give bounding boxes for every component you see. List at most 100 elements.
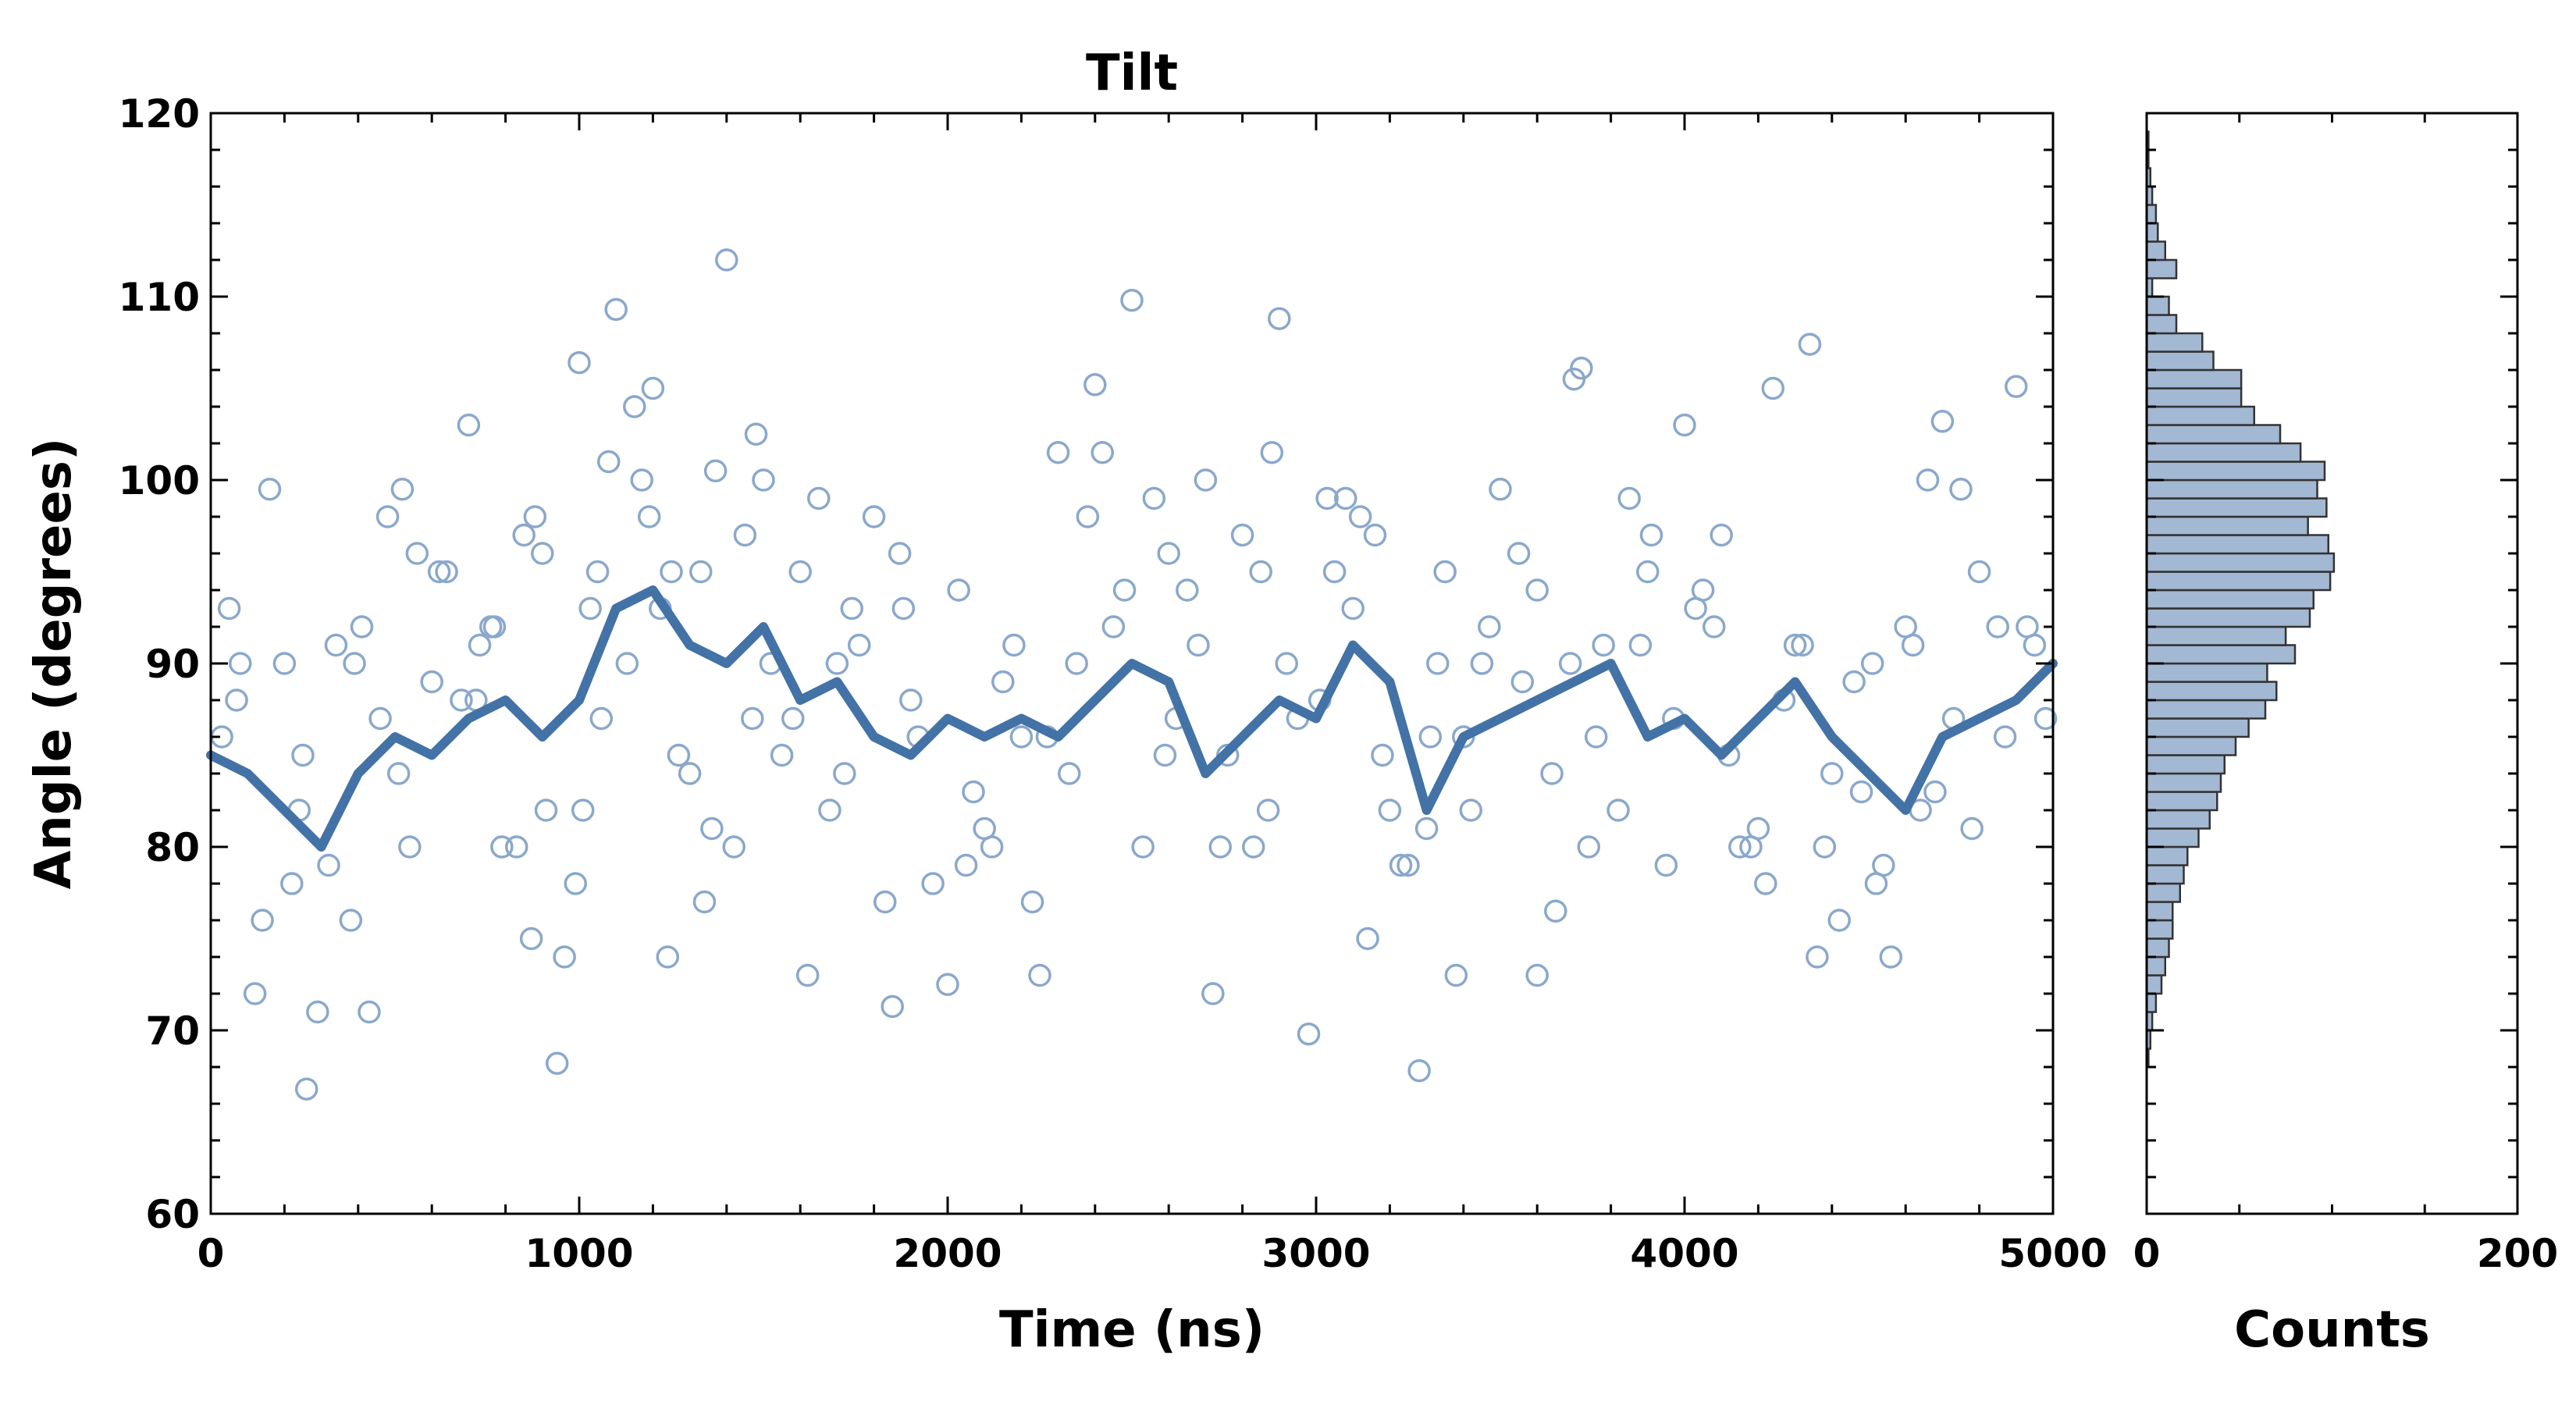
scatter-point (490, 835, 514, 859)
scatter-point (350, 615, 374, 638)
scatter-point (1986, 615, 2009, 638)
scatter-point (1507, 542, 1531, 565)
scatter-point (921, 872, 945, 895)
scatter-point (339, 909, 363, 932)
scatter-point (1478, 615, 1501, 638)
scatter-point (1827, 909, 1851, 932)
histogram-bar (2145, 827, 2200, 848)
scatter-point (420, 670, 443, 694)
histogram-bar (2145, 478, 2318, 500)
scatter-point (741, 706, 764, 731)
scatter-point (807, 486, 831, 510)
scatter-point (1046, 441, 1070, 464)
scatter-point (306, 1000, 329, 1024)
main-plot: 0 1000 2000 3000 4000 5000 60 70 80 90 100 110 120 T… (25, 44, 2108, 1359)
scatter-point (788, 560, 812, 584)
scatter-point (1275, 652, 1298, 675)
scatter-point (1525, 578, 1549, 602)
y-tick-label: 80 (145, 825, 200, 870)
smoothed-line (206, 585, 2058, 852)
y-tick-label: 70 (145, 1008, 200, 1054)
scatter-point (405, 542, 429, 565)
scatter-point (1208, 835, 1233, 859)
scatter-series (210, 248, 2058, 1101)
scatter-point (1960, 816, 1984, 841)
scatter-point (833, 762, 856, 785)
scatter-point (1112, 578, 1137, 602)
y-tick-label: 90 (145, 642, 200, 687)
scatter-point (1540, 762, 1564, 785)
scatter-point (1798, 333, 1822, 356)
scatter-point (1510, 670, 1535, 694)
histogram-bar (2145, 258, 2178, 279)
histogram-bar (2145, 681, 2278, 702)
scatter-point (1157, 542, 1180, 565)
scatter-point (531, 542, 554, 565)
scatter-point (1101, 615, 1126, 638)
histogram-bar (2145, 222, 2159, 243)
scatter-point (2005, 375, 2028, 398)
scatter-point (1639, 523, 1663, 547)
scatter-point (1754, 872, 1777, 895)
scatter-point (1820, 762, 1844, 785)
scatter-point (873, 890, 897, 914)
scatter-point (243, 982, 267, 1005)
histogram-bar (2145, 314, 2178, 335)
scatter-point (2033, 706, 2058, 731)
scatter-point (637, 505, 661, 528)
scatter-point (1378, 799, 1402, 822)
scatter-point (1592, 633, 1615, 657)
scatter-point (899, 688, 923, 712)
scatter-point (641, 376, 665, 400)
scatter-point (962, 780, 985, 804)
y-axis-label: Angle (degrees) (25, 438, 83, 890)
scatter-point (1194, 468, 1218, 492)
scatter-point (678, 762, 702, 785)
scatter-point (891, 596, 916, 621)
scatter-point (258, 478, 282, 501)
scatter-point (343, 652, 366, 675)
scatter-point (1673, 413, 1696, 437)
scatter-point (482, 615, 507, 638)
scatter-point (1806, 945, 1829, 969)
scatter-point (692, 890, 717, 914)
histogram-bar (2145, 974, 2163, 995)
scatter-point (818, 799, 841, 822)
scatter-point (519, 927, 543, 951)
histogram-bar (2145, 607, 2311, 628)
scatter-point (1341, 596, 1364, 621)
scatter-point (294, 1077, 318, 1101)
scatter-point (1371, 743, 1394, 767)
scatter-point (1322, 560, 1347, 584)
scatter-point (1426, 652, 1450, 675)
scatter-point (1791, 633, 1814, 657)
scatter-point (229, 652, 252, 675)
scatter-point (1967, 560, 1991, 584)
scatter-point (1131, 835, 1155, 859)
histogram-bar (2145, 387, 2243, 408)
histogram-bar (2145, 901, 2174, 922)
scatter-point (689, 560, 713, 584)
main-axis-ticks: 0 1000 2000 3000 4000 5000 60 70 80 90 100 110 120 (119, 91, 2108, 1276)
scatter-point (1058, 762, 1081, 785)
scatter-point (1315, 486, 1339, 510)
histogram-bar (2145, 791, 2218, 812)
scatter-point (1710, 523, 1733, 547)
scatter-point (667, 743, 691, 767)
histogram-bar (2145, 754, 2226, 775)
scatter-point (1142, 486, 1166, 510)
scatter-point (523, 505, 547, 528)
scatter-point (1489, 478, 1512, 501)
scatter-point (604, 297, 628, 322)
scatter-point (1930, 410, 1955, 433)
scatter-point (700, 816, 724, 841)
scatter-point (1606, 799, 1630, 822)
histogram-bars (2145, 130, 2336, 1069)
scatter-point (1389, 853, 1413, 877)
scatter-point (752, 468, 775, 492)
scatter-point (770, 743, 794, 767)
scatter-point (564, 872, 588, 895)
scatter-point (888, 542, 912, 565)
x-tick-label: 1000 (525, 1231, 633, 1276)
x-tick-label: 2000 (893, 1231, 1002, 1276)
